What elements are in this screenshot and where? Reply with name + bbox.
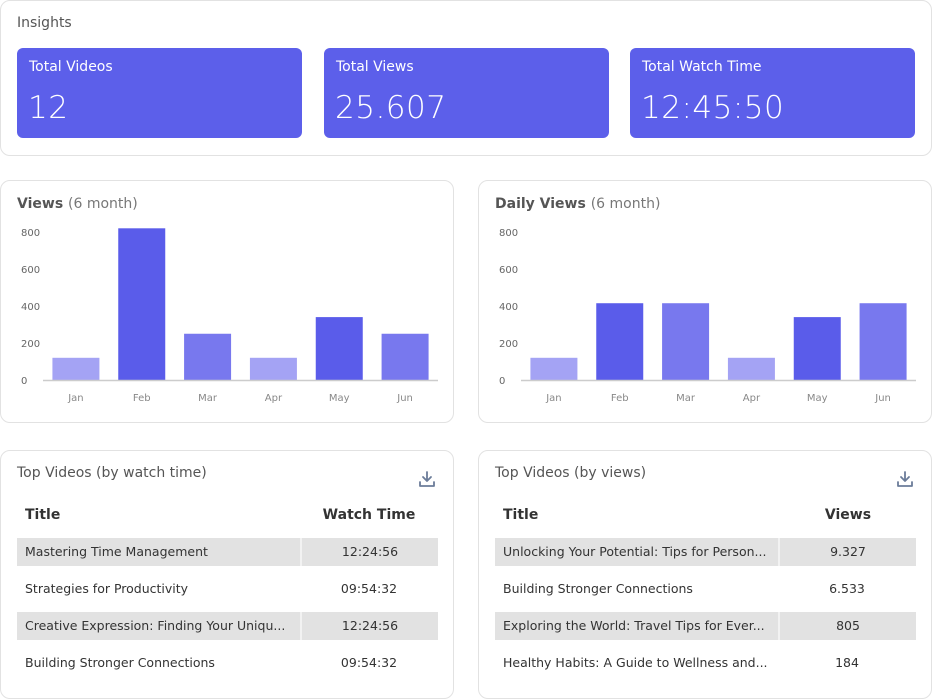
- table-row[interactable]: Healthy Habits: A Guide to Wellness and.…: [495, 649, 916, 677]
- x-tick-label: Jun: [874, 393, 891, 404]
- table-row[interactable]: Strategies for Productivity 09:54:32: [17, 575, 438, 603]
- bar-feb: [596, 303, 644, 380]
- bar-may: [315, 317, 363, 380]
- x-tick-label: Jan: [67, 393, 83, 404]
- table-title: Top Videos (by views): [495, 465, 647, 481]
- stat-card-total-watch-time: Total Watch Time 12:45:50: [630, 48, 915, 138]
- top-videos-views-card: Top Videos (by views) Title Views Unlock…: [478, 450, 932, 699]
- row-title: Strategies for Productivity: [25, 581, 189, 596]
- stat-card-total-videos: Total Videos 12: [17, 48, 302, 138]
- insights-title: Insights: [17, 15, 72, 31]
- chart-subtitle: (6 month): [590, 196, 661, 212]
- x-tick-label: Jan: [545, 393, 561, 404]
- daily-views-bar-chart: 0 200 400 600 800 Jan Feb Mar Apr May Jun: [499, 228, 916, 404]
- row-value: 09:54:32: [340, 655, 398, 670]
- stat-value: 12:45:50: [641, 90, 785, 126]
- bar-mar: [184, 333, 232, 380]
- download-icon[interactable]: [895, 469, 915, 489]
- x-tick-label: Apr: [743, 393, 761, 404]
- column-header-views: Views: [824, 507, 872, 523]
- views-chart-card: Views (6 month) 0 200 400 600 800 Jan Feb Mar Ap…: [0, 180, 454, 423]
- y-tick-label: 800: [21, 228, 40, 239]
- chart-subtitle: (6 month): [68, 196, 138, 212]
- x-tick-label: Apr: [265, 393, 283, 404]
- row-value: 12:24:56: [300, 612, 438, 640]
- row-value: 805: [778, 612, 916, 640]
- row-title: Building Stronger Connections: [25, 655, 215, 670]
- chart-title: Views (6 month): [17, 196, 138, 212]
- stat-card-total-views: Total Views 25.607: [324, 48, 609, 138]
- table-title: Top Videos (by watch time): [17, 465, 207, 481]
- views-bar-chart: 0 200 400 600 800 Jan Feb Mar Apr May Jun: [21, 228, 438, 404]
- x-tick-label: Jun: [396, 393, 413, 404]
- y-tick-label: 600: [499, 265, 518, 276]
- bar-jan: [52, 357, 100, 380]
- row-title: Creative Expression: Finding Your Uniqu.…: [25, 618, 286, 633]
- stat-value: 25.607: [335, 90, 447, 126]
- table-row[interactable]: Building Stronger Connections 6.533: [495, 575, 916, 603]
- stat-label: Total Views: [336, 59, 414, 75]
- stat-label: Total Watch Time: [642, 59, 762, 75]
- chart-title-main: Views: [17, 196, 64, 212]
- stat-label: Total Videos: [29, 59, 113, 75]
- stat-value: 12: [28, 90, 69, 126]
- bar-mar: [662, 303, 710, 380]
- row-title: Healthy Habits: A Guide to Wellness and.…: [503, 655, 768, 670]
- bar-feb: [118, 228, 166, 380]
- download-icon[interactable]: [417, 469, 437, 489]
- chart-title-main: Daily Views: [495, 196, 586, 212]
- x-tick-label: Feb: [133, 393, 151, 404]
- table-row[interactable]: Building Stronger Connections 09:54:32: [17, 649, 438, 677]
- daily-views-chart-card: Daily Views (6 month) 0 200 400 600 800 Jan Fe…: [478, 180, 932, 423]
- y-tick-label: 800: [499, 228, 518, 239]
- y-tick-label: 400: [21, 302, 40, 313]
- bar-jun: [859, 303, 907, 380]
- table-row[interactable]: Exploring the World: Travel Tips for Eve…: [495, 612, 916, 640]
- column-header-watch-time: Watch Time: [322, 507, 416, 523]
- y-tick-label: 600: [21, 265, 40, 276]
- x-tick-label: Mar: [198, 393, 218, 404]
- column-header-title: Title: [25, 507, 61, 523]
- row-title: Mastering Time Management: [25, 544, 208, 559]
- x-tick-label: May: [329, 393, 350, 404]
- row-value: 184: [835, 655, 859, 670]
- bar-jan: [530, 357, 578, 380]
- y-tick-label: 400: [499, 302, 518, 313]
- table-row[interactable]: Creative Expression: Finding Your Uniqu.…: [17, 612, 438, 640]
- row-value: 6.533: [829, 581, 865, 596]
- column-header-title: Title: [503, 507, 539, 523]
- table-row[interactable]: Mastering Time Management 12:24:56: [17, 538, 438, 566]
- row-title: Exploring the World: Travel Tips for Eve…: [503, 618, 765, 633]
- y-tick-label: 0: [21, 376, 27, 387]
- x-tick-label: Feb: [611, 393, 629, 404]
- row-title: Building Stronger Connections: [503, 581, 693, 596]
- y-tick-label: 0: [499, 376, 505, 387]
- row-value: 12:24:56: [300, 538, 438, 566]
- table-row[interactable]: Unlocking Your Potential: Tips for Perso…: [495, 538, 916, 566]
- bar-apr: [727, 357, 775, 380]
- row-value: 9.327: [778, 538, 916, 566]
- x-tick-label: Mar: [676, 393, 696, 404]
- row-value: 09:54:32: [340, 581, 398, 596]
- chart-title: Daily Views (6 month): [495, 196, 660, 212]
- bar-jun: [381, 333, 429, 380]
- row-title: Unlocking Your Potential: Tips for Perso…: [503, 544, 767, 559]
- top-videos-watch-time-card: Top Videos (by watch time) Title Watch T…: [0, 450, 454, 699]
- bar-may: [793, 317, 841, 380]
- y-tick-label: 200: [21, 339, 40, 350]
- bar-apr: [249, 357, 297, 380]
- insights-panel: Insights Total Videos 12 Total Views 25.…: [0, 0, 932, 156]
- y-tick-label: 200: [499, 339, 518, 350]
- x-tick-label: May: [807, 393, 828, 404]
